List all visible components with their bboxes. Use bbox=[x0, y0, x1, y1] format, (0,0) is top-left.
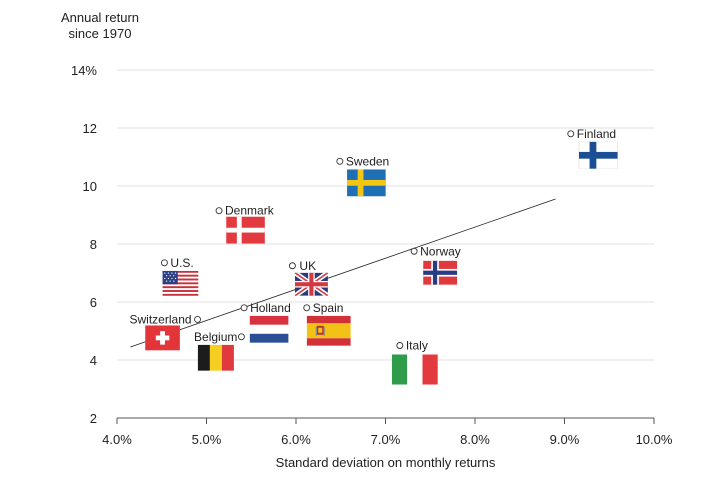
data-point bbox=[194, 315, 202, 323]
x-tick-label: 9.0% bbox=[550, 432, 580, 447]
data-point bbox=[303, 304, 311, 312]
y-tick-label: 12 bbox=[83, 121, 97, 136]
point-label: Finland bbox=[577, 127, 616, 141]
x-tick-label: 4.0% bbox=[102, 432, 132, 447]
trendline bbox=[130, 198, 556, 348]
data-point bbox=[336, 157, 344, 165]
x-tick-label: 5.0% bbox=[192, 432, 222, 447]
point-label: Switzerland bbox=[130, 312, 192, 326]
data-point bbox=[215, 207, 223, 215]
data-point bbox=[567, 130, 575, 138]
finland-flag-icon bbox=[578, 141, 619, 169]
flags-layer bbox=[145, 141, 619, 385]
data-point bbox=[240, 304, 248, 312]
point-label: UK bbox=[299, 259, 316, 273]
denmark-flag-icon bbox=[226, 216, 265, 244]
point-label: Belgium bbox=[194, 330, 237, 344]
gridlines bbox=[117, 69, 654, 361]
y-tick-label: 8 bbox=[90, 237, 97, 252]
x-axis-title: Standard deviation on monthly returns bbox=[275, 455, 496, 470]
point-label: Italy bbox=[406, 339, 428, 353]
x-tick-label: 10.0% bbox=[636, 432, 673, 447]
switzerland-flag-icon bbox=[145, 325, 180, 351]
sweden-flag-icon bbox=[347, 169, 386, 197]
point-label: Spain bbox=[313, 301, 344, 315]
point-label: Sweden bbox=[346, 154, 389, 168]
data-point bbox=[288, 262, 296, 270]
x-tick-label: 8.0% bbox=[460, 432, 490, 447]
y-tick-label: 6 bbox=[90, 295, 97, 310]
netherlands-flag-icon bbox=[249, 315, 289, 343]
norway-flag-icon bbox=[423, 260, 458, 285]
trend-line bbox=[130, 198, 556, 348]
y-axis-title: Annual return since 1970 bbox=[40, 10, 160, 42]
x-tick-label: 6.0% bbox=[281, 432, 311, 447]
spain-flag-icon bbox=[306, 315, 351, 346]
point-label: Holland bbox=[250, 301, 291, 315]
y-tick-label: 4 bbox=[90, 353, 97, 368]
belgium-flag-icon bbox=[197, 344, 234, 371]
data-point bbox=[160, 259, 168, 267]
y-tick-label: 10 bbox=[83, 179, 97, 194]
y-axis-title-line1: Annual return bbox=[60, 10, 140, 25]
data-point bbox=[396, 342, 404, 349]
axes: 2 4 6 8 10 12 14% 4.0% 5.0% 6.0% 7.0% 8.0% 9.0% 10.0% bbox=[71, 63, 673, 447]
points-layer: Finland Sweden Denmark Norway U.S. UK Holland S… bbox=[130, 127, 617, 353]
point-label: Norway bbox=[420, 244, 461, 258]
italy-flag-icon bbox=[391, 354, 438, 385]
uk-flag-icon bbox=[295, 273, 328, 296]
x-tick-label: 7.0% bbox=[371, 432, 401, 447]
point-label: U.S. bbox=[170, 256, 193, 270]
y-tick-label: 14% bbox=[71, 63, 97, 78]
data-point bbox=[410, 247, 418, 255]
us-flag-icon bbox=[162, 270, 199, 296]
point-label: Denmark bbox=[225, 204, 275, 218]
y-axis-title-line2: since 1970 bbox=[68, 26, 132, 41]
data-point bbox=[237, 333, 245, 341]
y-tick-label: 2 bbox=[90, 411, 97, 426]
